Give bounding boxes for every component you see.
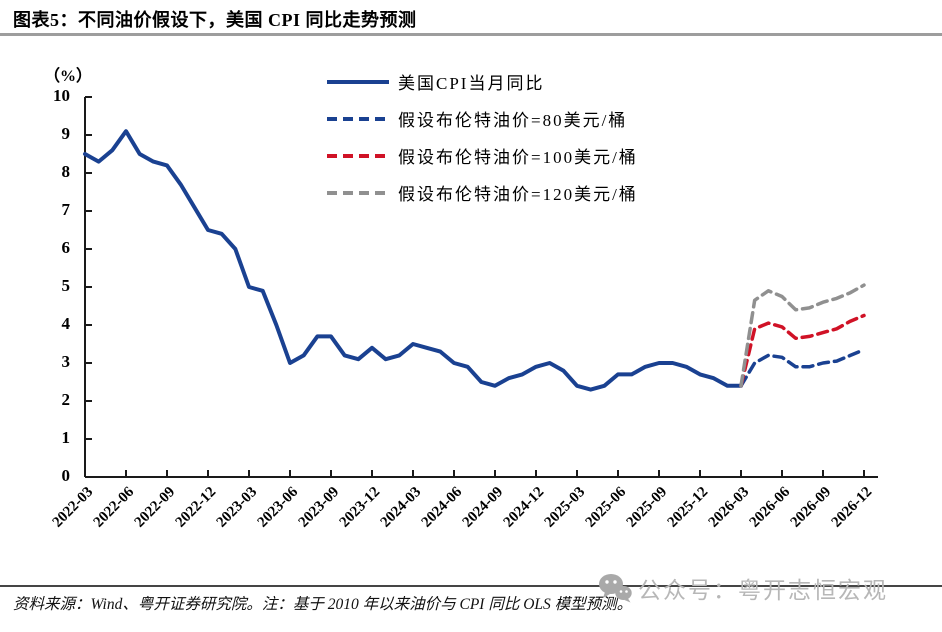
legend-label: 美国CPI当月同比	[398, 74, 545, 93]
series-line-1	[739, 347, 866, 388]
legend-item: 假设布伦特油价=120美元/桶	[327, 174, 638, 211]
y-tick-label: 1	[61, 428, 71, 447]
y-tick-label: 10	[53, 86, 70, 105]
source-note: 资料来源：Wind、粤开证券研究院。注：基于 2010 年以来油价与 CPI 同…	[13, 596, 633, 613]
y-tick-label: 2	[61, 390, 71, 409]
watermark: 公众号：粤开志恒宏观	[598, 571, 888, 605]
y-tick-label: 4	[61, 314, 71, 333]
legend-item: 假设布伦特油价=100美元/桶	[327, 137, 638, 174]
legend-line-swatch	[327, 79, 389, 84]
y-tick-label: 8	[61, 162, 71, 181]
figure-title: 图表5：不同油价假设下，美国 CPI 同比走势预测	[13, 10, 417, 30]
wechat-icon	[599, 574, 632, 603]
y-tick-label: 6	[61, 238, 71, 257]
legend-item: 假设布伦特油价=80美元/桶	[327, 100, 638, 137]
series-line-2	[739, 313, 866, 388]
title-divider	[0, 33, 942, 36]
y-axis-unit-label: （%）	[44, 68, 93, 85]
legend-label: 假设布伦特油价=100美元/桶	[398, 148, 638, 167]
legend-item: 美国CPI当月同比	[327, 63, 638, 100]
legend-label: 假设布伦特油价=80美元/桶	[398, 111, 628, 130]
legend-line-swatch	[327, 153, 389, 158]
y-tick-label: 5	[61, 276, 71, 295]
series-line-3	[739, 283, 866, 388]
y-tick-label: 9	[61, 124, 71, 143]
series-line-0	[83, 129, 743, 392]
chart-legend: 美国CPI当月同比假设布伦特油价=80美元/桶 假设布伦特油价=100美元/桶 假设…	[327, 63, 638, 211]
y-tick-label: 0	[61, 466, 71, 485]
y-tick-label: 3	[61, 352, 71, 371]
watermark-text: 公众号：粤开志恒宏观	[638, 578, 888, 603]
footer-divider	[0, 585, 942, 587]
y-tick-label: 7	[61, 200, 71, 219]
legend-label: 假设布伦特油价=120美元/桶	[398, 185, 638, 204]
legend-line-swatch	[327, 116, 389, 121]
legend-line-swatch	[327, 190, 389, 195]
